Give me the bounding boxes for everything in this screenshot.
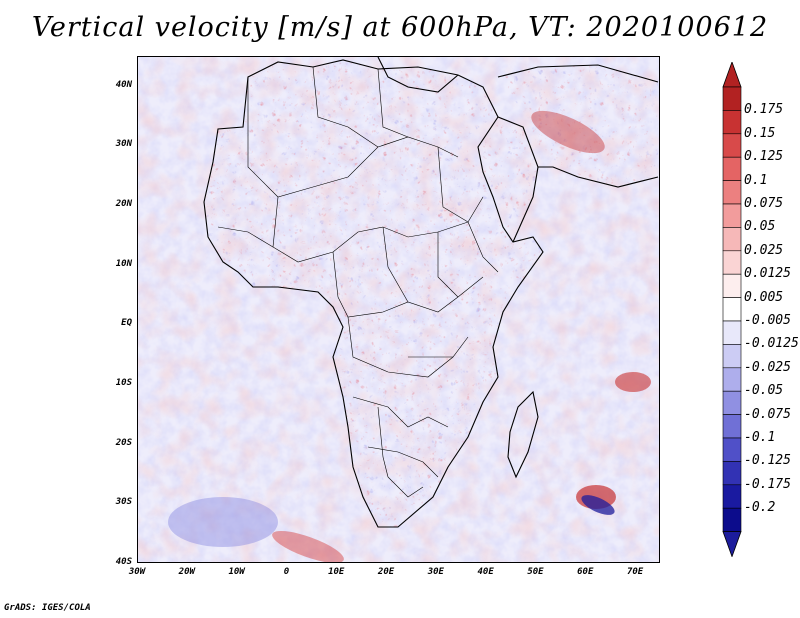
zagros-red-band xyxy=(531,110,605,154)
map-panel xyxy=(137,56,660,563)
colorbar-segment xyxy=(722,390,742,415)
colorbar-segment xyxy=(722,297,742,322)
colorbar-segment xyxy=(722,367,742,392)
colorbar-bottom-arrow xyxy=(722,531,742,557)
lat-tick-label: 40N xyxy=(115,79,132,90)
lon-tick-label: 60E xyxy=(577,567,594,577)
lat-tick-label: 20S xyxy=(115,437,132,448)
colorbar-label: 0.175 xyxy=(744,102,784,118)
lat-tick-label: 30S xyxy=(115,497,132,508)
colorbar-segment xyxy=(722,203,742,228)
colorbar-segment xyxy=(722,320,742,345)
lon-tick-label: 20E xyxy=(377,567,395,577)
colorbar-segment xyxy=(722,227,742,252)
colorbar-label: 0.025 xyxy=(744,242,784,258)
cyclone-blue-core xyxy=(581,495,615,515)
colorbar-segment xyxy=(722,507,742,532)
colorbar-segment xyxy=(722,414,742,439)
colorbar-label: -0.2 xyxy=(744,500,776,516)
lon-tick-label: 20W xyxy=(178,567,195,577)
lon-tick-label: 40E xyxy=(477,567,494,577)
colorbar-segment xyxy=(722,110,742,135)
lat-tick-label: EQ xyxy=(121,318,132,329)
map-title: Vertical velocity [m/s] at 600hPa, VT: 2… xyxy=(31,12,769,43)
lat-tick-label: 10S xyxy=(115,378,132,389)
colorbar-label: 0.1 xyxy=(744,172,768,188)
colorbar-label: 0.125 xyxy=(744,149,784,165)
colorbar-label: 0.15 xyxy=(744,125,776,141)
colorbar-label: -0.005 xyxy=(744,313,791,328)
colorbar-segment xyxy=(722,86,742,111)
lat-tick-label: 30N xyxy=(115,139,132,150)
lon-tick-label: 70E xyxy=(626,567,644,577)
colorbar-top-arrow xyxy=(722,62,742,88)
colorbar-segment xyxy=(722,250,742,275)
coastlines xyxy=(203,57,659,528)
south-atlantic-blue-swirl xyxy=(168,497,278,547)
lon-tick-label: 30E xyxy=(427,567,444,577)
footer-credit: GrADS: IGES/COLA xyxy=(4,603,91,613)
lat-tick-label: 40S xyxy=(115,557,132,567)
lon-tick-label: 30W xyxy=(128,567,146,577)
colorbar-segment xyxy=(722,461,742,486)
colorbar xyxy=(722,62,742,557)
colorbar-segment xyxy=(722,156,742,181)
colorbar-label: 0.05 xyxy=(744,219,776,235)
lat-tick-label: 10N xyxy=(115,258,132,269)
colorbar-label: 0.075 xyxy=(744,196,784,211)
colorbar-label: -0.025 xyxy=(744,359,791,375)
indian-ocean-red-cell xyxy=(615,372,651,392)
colorbar-label: 0.0125 xyxy=(744,266,791,282)
colorbar-segment xyxy=(722,344,742,369)
colorbar-segment xyxy=(722,133,742,158)
lat-tick-label: 20N xyxy=(115,199,132,210)
colorbar-label: 0.005 xyxy=(744,289,784,305)
south-atlantic-red-band xyxy=(272,530,344,562)
lon-tick-label: 0 xyxy=(283,567,290,577)
colorbar-label: -0.05 xyxy=(744,383,784,399)
colorbar-label: -0.1 xyxy=(744,430,776,445)
lon-tick-label: 10E xyxy=(328,567,345,577)
country-borders xyxy=(217,66,499,498)
colorbar-segment xyxy=(722,180,742,205)
colorbar-segment xyxy=(722,273,742,298)
colorbar-segment xyxy=(722,437,742,462)
colorbar-label: -0.125 xyxy=(744,453,791,469)
colorbar-label: -0.0125 xyxy=(744,336,799,352)
colorbar-label: -0.075 xyxy=(744,406,791,422)
colorbar-segment xyxy=(722,484,742,509)
lon-tick-label: 10W xyxy=(228,567,245,577)
vertical-velocity-map xyxy=(138,57,659,562)
colorbar-label: -0.175 xyxy=(744,476,791,492)
lon-tick-label: 50E xyxy=(527,567,544,577)
